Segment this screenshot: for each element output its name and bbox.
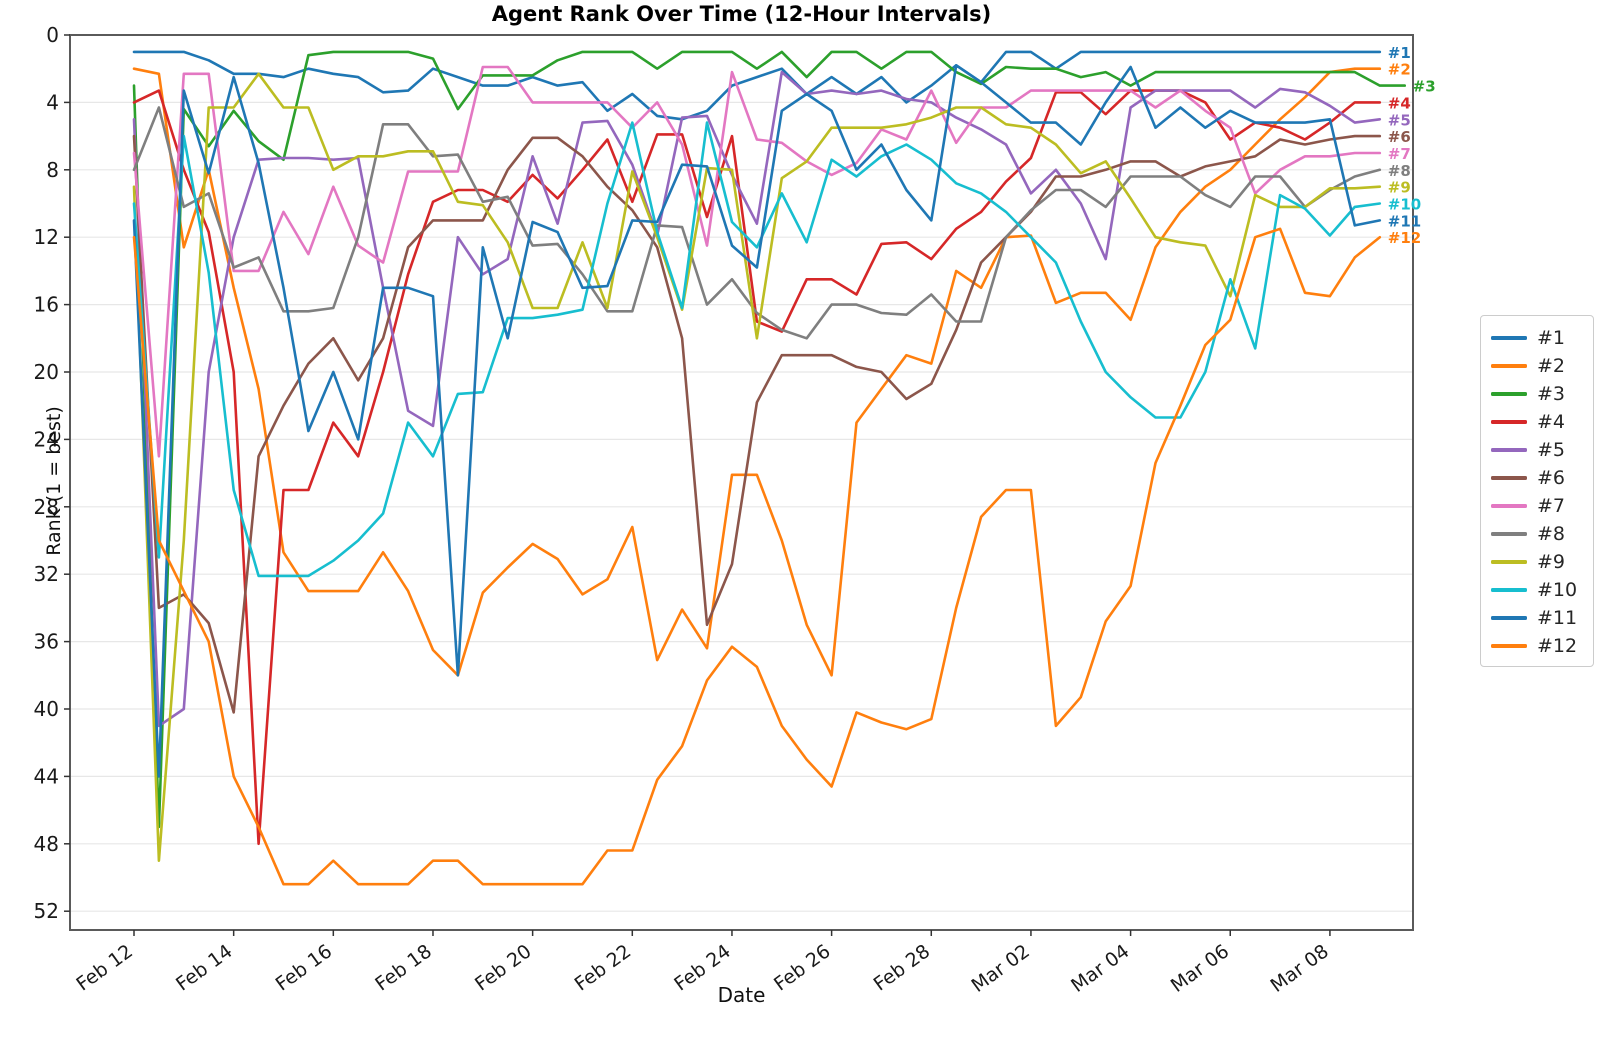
legend-line-swatch [1491,588,1527,592]
legend-line-swatch [1491,420,1527,424]
legend-label: #5 [1537,439,1566,461]
y-tick-label: 44 [34,764,59,788]
line-end-label-agent-6: #6 [1388,128,1411,146]
y-tick-label: 4 [46,90,59,114]
line-end-label-agent-1: #1 [1388,44,1411,62]
legend-label: #6 [1537,467,1566,489]
y-tick-label: 48 [34,832,59,856]
legend-item-agent-5: #5 [1481,436,1593,464]
line-end-label-agent-10: #10 [1388,196,1421,214]
series-line-agent-11 [132,64,1382,778]
legend-item-agent-2: #2 [1481,352,1593,380]
series-line-agent-10 [132,121,1382,578]
legend-line-swatch [1491,392,1527,396]
y-tick-label: 40 [34,697,59,721]
line-end-label-agent-8: #8 [1388,162,1411,180]
y-tick-label: 24 [34,427,59,451]
line-end-label-agent-5: #5 [1388,111,1411,129]
legend-label: #9 [1537,551,1566,573]
series-line-agent-9 [132,72,1382,863]
line-end-label-agent-3: #3 [1413,78,1436,96]
legend-label: #2 [1537,355,1566,377]
legend-label: #8 [1537,523,1566,545]
legend-line-swatch [1491,448,1527,452]
series-line-agent-5 [132,70,1382,728]
y-tick-label: 36 [34,630,59,654]
legend-line-swatch [1491,532,1527,536]
legend-line-swatch [1491,644,1527,648]
y-tick-label: 20 [34,360,59,384]
line-end-label-agent-9: #9 [1388,179,1411,197]
legend-line-swatch [1491,560,1527,564]
y-tick-label: 52 [34,899,59,923]
line-end-label-agent-7: #7 [1388,145,1411,163]
legend-item-agent-10: #10 [1481,576,1593,604]
legend-item-agent-9: #9 [1481,548,1593,576]
legend-line-swatch [1491,504,1527,508]
series-line-agent-7 [132,65,1382,458]
legend-label: #11 [1537,607,1578,629]
y-tick-label: 16 [34,293,59,317]
legend-item-agent-6: #6 [1481,464,1593,492]
legend: #1 #2 #3 #4 #5 #6 #7 #8 #9 #10 #11 #12 [1480,315,1594,667]
series-line-agent-6 [132,134,1382,714]
series-line-agent-12 [132,227,1382,886]
plot-frame [69,34,1414,931]
y-tick-label: 0 [46,23,59,47]
y-axis-title: Rank (1 = best) [43,406,65,556]
line-end-label-agent-2: #2 [1388,61,1411,79]
legend-label: #7 [1537,495,1566,517]
legend-label: #12 [1537,635,1578,657]
legend-item-agent-12: #12 [1481,632,1593,660]
chart-title: Agent Rank Over Time (12-Hour Intervals) [491,2,992,26]
legend-label: #4 [1537,411,1566,433]
legend-line-swatch [1491,476,1527,480]
legend-line-swatch [1491,336,1527,340]
series-line-agent-4 [132,89,1382,846]
y-tick-label: 8 [46,158,59,182]
x-axis-title: Date [717,983,766,1007]
legend-item-agent-4: #4 [1481,408,1593,436]
legend-item-agent-11: #11 [1481,604,1593,632]
legend-item-agent-1: #1 [1481,324,1593,352]
series-line-agent-8 [132,106,1382,340]
legend-label: #3 [1537,383,1566,405]
legend-label: #1 [1537,327,1566,349]
legend-line-swatch [1491,364,1527,368]
line-end-label-agent-11: #11 [1388,212,1421,230]
series-line-agent-2 [132,67,1382,677]
legend-item-agent-3: #3 [1481,380,1593,408]
legend-item-agent-8: #8 [1481,520,1593,548]
y-tick-label: 12 [34,225,59,249]
legend-item-agent-7: #7 [1481,492,1593,520]
line-end-label-agent-12: #12 [1388,229,1421,247]
series-line-agent-3 [132,50,1406,829]
y-tick-label: 32 [34,562,59,586]
legend-line-swatch [1491,616,1527,620]
series-line-agent-1 [132,50,1382,121]
legend-label: #10 [1537,579,1578,601]
y-tick-label: 28 [34,495,59,519]
line-end-label-agent-4: #4 [1388,94,1411,112]
